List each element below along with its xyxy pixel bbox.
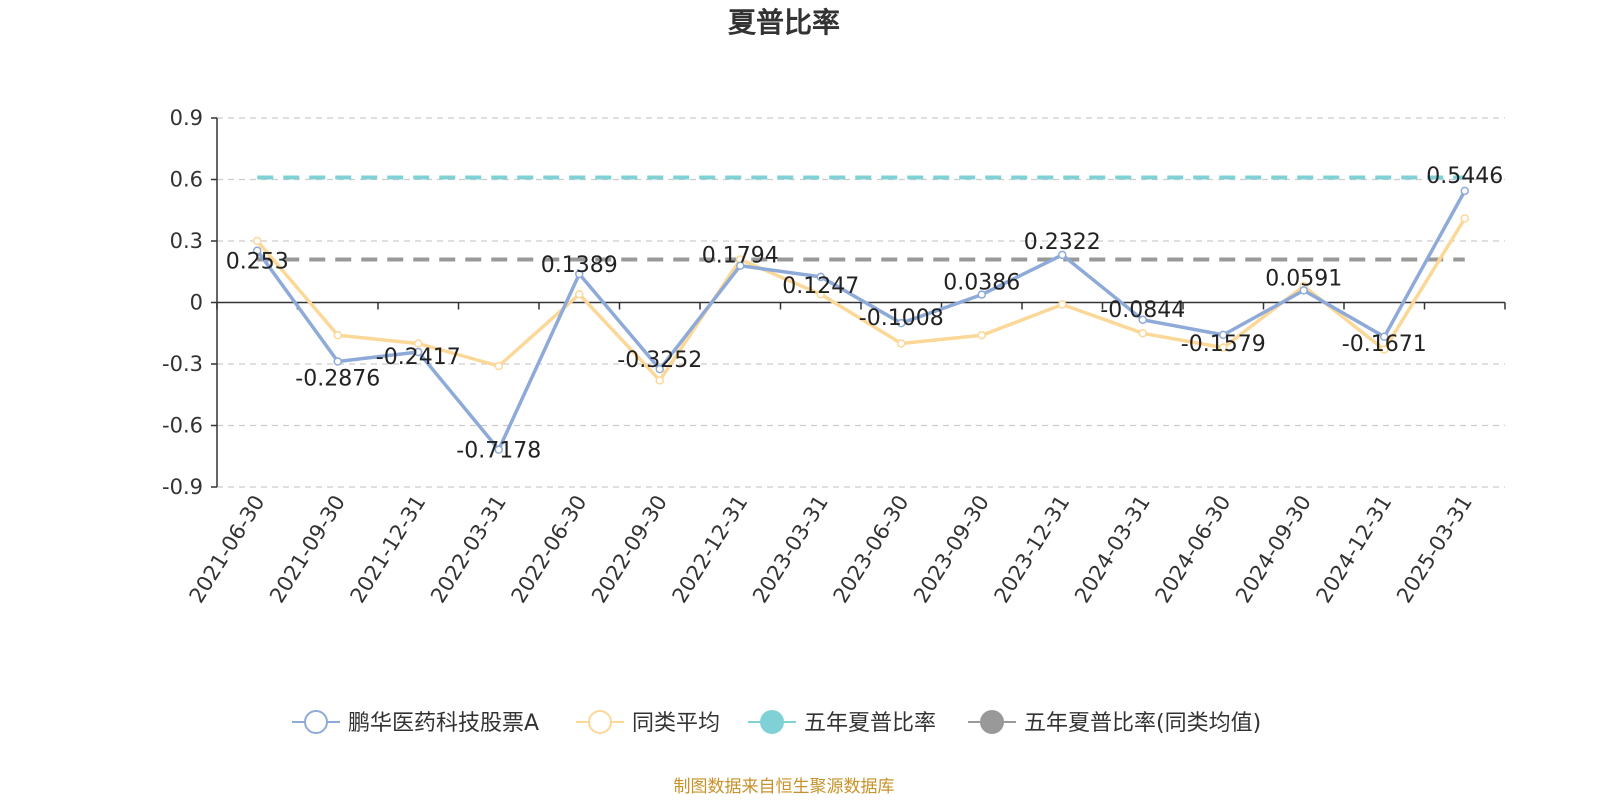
series-1-point	[1380, 345, 1389, 354]
series-0-point	[1058, 250, 1067, 260]
legend-item-3[interactable]: 五年夏普比率(同类均值)	[968, 710, 1261, 736]
axes: 0.9 0.6 0.3 0 -0.3 -0.6 -0.92021-06-302021-09-…	[162, 106, 1506, 607]
x-tick-label: 2023-06-30	[828, 491, 913, 607]
series-0-point	[655, 364, 664, 374]
series-0-point	[1219, 330, 1228, 340]
series-0-point	[1299, 286, 1308, 295]
y-tick-label: -0.9	[162, 475, 203, 499]
x-tick-label: 2021-09-30	[265, 491, 350, 607]
y-tick-label: 0.6	[170, 168, 203, 192]
y-tick-label: 0	[190, 291, 203, 315]
x-tick-label: 2024-03-31	[1070, 491, 1155, 607]
data-label: -0.1579	[1181, 332, 1266, 357]
y-tick-label: -0.6	[162, 414, 203, 438]
series-1-point	[494, 361, 503, 371]
series-0-point	[333, 357, 342, 366]
grid-lines	[217, 117, 1505, 488]
y-tick-label: 0.9	[170, 106, 203, 130]
x-tick-label: 2024-09-30	[1231, 491, 1316, 607]
data-label: 0.5446	[1426, 164, 1503, 189]
data-label: 0.253	[226, 250, 289, 275]
legend[interactable]: 鹏华医药科技股票A 同类平均 五年夏普比率 五年夏普比率(同类均值)	[292, 710, 1261, 736]
legend-swatch-marker	[760, 710, 784, 734]
data-label: 0.1389	[541, 253, 618, 278]
source-note: 制图数据来自恒生聚源数据库	[674, 777, 895, 797]
series-0-point	[1460, 186, 1469, 196]
series-1-point	[816, 290, 825, 299]
legend-swatch-marker	[304, 710, 328, 734]
series-0-point	[414, 347, 423, 357]
series-0-point	[494, 445, 503, 454]
series-0-point	[253, 246, 262, 255]
x-tick-label: 2024-06-30	[1150, 491, 1235, 607]
series-1-point	[897, 339, 906, 348]
data-label: -0.2417	[376, 345, 461, 370]
series-0-point	[575, 269, 584, 279]
x-tick-label: 2023-03-31	[748, 491, 833, 607]
series-0-point	[736, 261, 745, 270]
data-label: -0.0844	[1100, 298, 1185, 323]
data-label: 0.0386	[943, 271, 1020, 296]
series-1-point	[253, 236, 262, 246]
series-1-point	[655, 376, 664, 385]
x-tick-label: 2023-12-31	[989, 491, 1074, 607]
data-label: 0.1794	[702, 244, 779, 269]
series-1-point	[1138, 329, 1147, 338]
data-label: -0.1671	[1342, 332, 1427, 357]
data-label: 0.1247	[782, 274, 859, 299]
data-label: -0.3252	[617, 348, 702, 373]
y-tick-label: -0.3	[162, 352, 203, 376]
legend-swatch-marker	[980, 710, 1004, 734]
series-0-point	[816, 272, 825, 282]
legend-label: 同类平均	[632, 711, 720, 736]
chart-title: 夏普比率	[728, 6, 840, 39]
data-label: 0.0591	[1265, 266, 1342, 291]
x-tick-label: 2021-12-31	[345, 491, 430, 607]
y-tick-label: 0.3	[170, 229, 203, 253]
series-1-point	[333, 331, 342, 340]
x-tick-label: 2021-06-30	[184, 491, 269, 607]
legend-item-2[interactable]: 五年夏普比率	[748, 710, 936, 736]
series-0-point	[897, 318, 906, 328]
series-0-point	[977, 290, 986, 299]
legend-item-1[interactable]: 同类平均	[576, 710, 720, 736]
series-line-0	[255, 190, 1467, 452]
data-label: -0.1008	[859, 306, 944, 331]
series-1-point	[575, 290, 584, 299]
x-tick-label: 2024-12-31	[1311, 491, 1396, 607]
legend-item-0[interactable]: 鹏华医药科技股票A	[292, 710, 539, 736]
data-label: 0.2322	[1024, 230, 1101, 255]
series-line-1	[255, 217, 1467, 383]
series-layer	[253, 175, 1469, 454]
legend-label: 五年夏普比率(同类均值)	[1024, 711, 1261, 736]
x-tick-label: 2023-09-30	[909, 491, 994, 607]
series-1-point	[1058, 300, 1067, 309]
series-1-point	[1460, 214, 1469, 223]
x-tick-label: 2025-03-31	[1392, 491, 1477, 607]
data-label: -0.2876	[295, 366, 380, 391]
series-0-point	[1138, 315, 1147, 325]
data-label: -0.7178	[456, 439, 541, 464]
series-1-point	[1219, 343, 1228, 352]
x-tick-label: 2022-03-31	[426, 491, 511, 607]
x-tick-label: 2022-06-30	[506, 491, 591, 607]
legend-label: 五年夏普比率	[804, 711, 936, 736]
series-1-point	[414, 339, 423, 348]
legend-label: 鹏华医药科技股票A	[348, 711, 539, 736]
x-tick-label: 2022-09-30	[587, 491, 672, 607]
legend-swatch-marker	[588, 710, 612, 734]
data-labels: 0.253 -0.2876-0.2417 -0.7178 0.1389 -0.3252 0…	[226, 164, 1503, 464]
series-1-point	[977, 331, 986, 340]
series-0-point	[1380, 332, 1389, 342]
x-tick-label: 2022-12-31	[667, 491, 752, 607]
